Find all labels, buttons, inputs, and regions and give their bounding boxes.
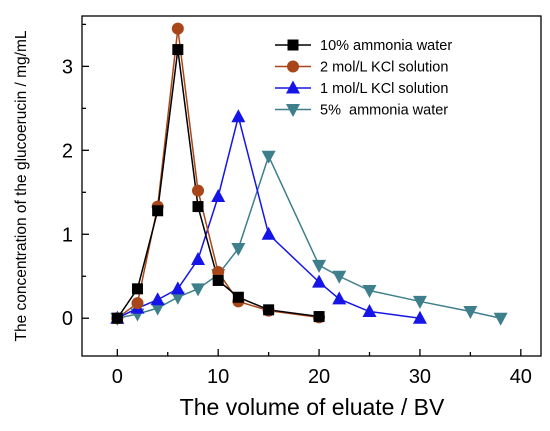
data-point-series-3 (412, 295, 427, 309)
data-point-series-3 (170, 291, 185, 305)
data-point-series-0 (152, 205, 164, 217)
data-point-series-3 (312, 259, 327, 273)
legend-marker-2 (286, 80, 300, 94)
data-point-series-2 (231, 109, 246, 123)
data-point-series-3 (261, 150, 276, 164)
data-point-series-0 (131, 283, 143, 295)
legend-marker-1 (287, 60, 299, 73)
data-point-series-0 (192, 201, 204, 213)
data-point-series-2 (191, 251, 206, 265)
data-point-series-2 (150, 292, 165, 306)
legend-label: 1 mol/L KCl solution (320, 81, 448, 97)
legend-label: 10% ammonia water (320, 38, 452, 54)
data-point-series-0 (212, 274, 224, 286)
data-point-series-2 (211, 188, 226, 202)
legend-marker-3 (286, 104, 300, 117)
x-tick-label: 30 (409, 366, 431, 388)
data-point-series-3 (362, 285, 377, 299)
x-tick-label: 20 (308, 366, 330, 388)
data-point-series-1 (171, 22, 184, 35)
data-point-series-3 (231, 243, 246, 257)
data-point-series-3 (463, 306, 478, 320)
data-point-series-3 (150, 302, 165, 316)
data-point-series-2 (312, 274, 327, 288)
legend: 10% ammonia water 2 mol/L KCl solution 1 m… (275, 38, 452, 119)
y-axis-ticks: 0 1 2 3 (62, 23, 89, 330)
data-point-series-0 (263, 304, 275, 316)
data-point-series-2 (362, 304, 377, 318)
legend-label: 5% ammonia water (320, 103, 448, 119)
data-point-series-2 (261, 226, 276, 240)
data-point-series-2 (412, 310, 427, 324)
x-axis-title: The volume of eluate / BV (180, 394, 445, 420)
legend-marker-0 (287, 39, 299, 51)
data-point-series-2 (332, 291, 347, 305)
y-tick-label: 2 (62, 140, 73, 162)
x-tick-label: 10 (207, 366, 229, 388)
data-point-series-0 (313, 311, 325, 323)
data-point-series-0 (111, 312, 123, 324)
x-axis-ticks: 0 10 20 30 40 (112, 349, 532, 388)
y-tick-label: 0 (62, 308, 73, 330)
data-point-series-1 (131, 297, 144, 310)
data-point-series-3 (493, 312, 508, 326)
y-tick-label: 1 (62, 224, 73, 246)
series-markers (110, 22, 508, 326)
data-point-series-1 (192, 184, 205, 197)
x-tick-label: 0 (112, 366, 123, 388)
data-point-series-3 (332, 270, 347, 284)
data-point-series-0 (232, 291, 244, 303)
legend-label: 2 mol/L KCl solution (320, 60, 448, 76)
data-point-series-3 (191, 283, 206, 297)
y-axis-title: The concentration of the glucoerucin / m… (13, 30, 30, 341)
x-tick-label: 40 (510, 366, 532, 388)
plot-frame (81, 15, 542, 357)
data-point-series-2 (170, 281, 185, 295)
y-tick-label: 3 (62, 56, 73, 78)
data-point-series-0 (172, 44, 184, 56)
